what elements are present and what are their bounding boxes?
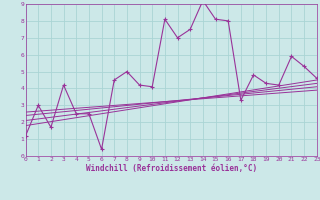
X-axis label: Windchill (Refroidissement éolien,°C): Windchill (Refroidissement éolien,°C) <box>86 164 257 173</box>
